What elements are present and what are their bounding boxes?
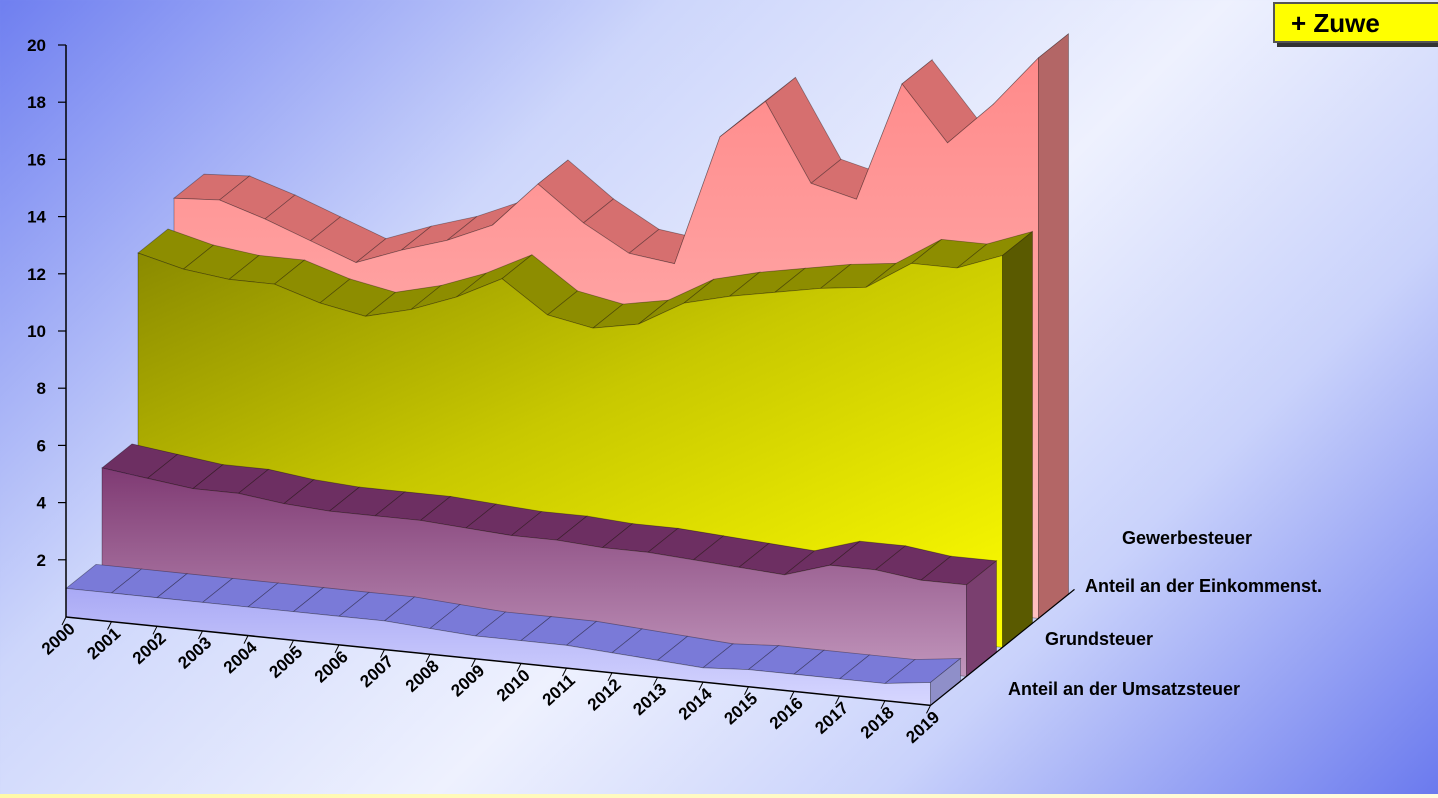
x-tick-mark xyxy=(334,644,340,654)
x-tick-label: 2007 xyxy=(356,652,397,691)
y-tick-label: 8 xyxy=(37,379,46,398)
x-tick-label: 2019 xyxy=(902,708,943,747)
x-tick-label: 2000 xyxy=(38,619,79,658)
x-tick-mark xyxy=(107,621,112,630)
x-tick-mark xyxy=(425,653,431,663)
x-tick-mark xyxy=(516,663,522,672)
x-tick-mark xyxy=(562,667,567,677)
x-tick-label: 2016 xyxy=(766,694,807,733)
series-umsatz xyxy=(64,563,962,707)
x-tick-label: 2017 xyxy=(811,698,852,737)
x-tick-mark xyxy=(152,626,158,635)
x-tick-mark xyxy=(607,672,613,682)
depth-label: Gewerbesteuer xyxy=(1122,528,1252,548)
x-tick-mark xyxy=(880,700,886,709)
x-tick-mark xyxy=(243,635,249,644)
x-tick-label: 2008 xyxy=(402,656,443,695)
x-tick-mark xyxy=(198,630,203,640)
x-tick-mark xyxy=(61,616,67,626)
x-tick-label: 2010 xyxy=(493,666,534,705)
depth-label: Grundsteuer xyxy=(1045,629,1153,649)
y-tick-label: 2 xyxy=(37,551,46,570)
x-tick-label: 2018 xyxy=(857,703,898,742)
x-tick-mark xyxy=(926,705,931,714)
y-tick-label: 6 xyxy=(37,436,46,455)
x-tick-label: 2006 xyxy=(311,647,352,686)
callout-label: + Zuwe xyxy=(1273,2,1438,43)
x-tick-mark xyxy=(744,686,749,695)
series-grund xyxy=(101,443,998,678)
y-tick-label: 14 xyxy=(27,208,46,227)
x-tick-label: 2001 xyxy=(83,624,124,663)
y-tick-label: 12 xyxy=(27,265,46,284)
depth-axis-line xyxy=(930,588,1075,706)
x-tick-mark xyxy=(471,658,476,668)
y-tick-label: 18 xyxy=(27,93,46,112)
x-tick-label: 2014 xyxy=(675,684,716,724)
x-tick-mark xyxy=(789,691,795,700)
x-tick-label: 2004 xyxy=(220,637,261,677)
x-tick-label: 2012 xyxy=(584,675,625,714)
x-tick-label: 2013 xyxy=(629,680,670,719)
x-tick-label: 2015 xyxy=(720,689,761,728)
area-end-gewerbe xyxy=(1038,32,1069,620)
x-tick-mark xyxy=(289,640,294,649)
area-face-umsatz xyxy=(65,587,931,706)
bottom-strip xyxy=(0,794,1438,798)
x-axis-line xyxy=(65,616,931,707)
y-tick-label: 16 xyxy=(27,150,46,169)
x-tick-label: 2002 xyxy=(129,628,170,667)
x-tick-label: 2009 xyxy=(447,661,488,700)
x-tick-mark xyxy=(835,695,840,705)
x-tick-label: 2005 xyxy=(265,642,306,681)
x-tick-mark xyxy=(380,649,385,658)
y-tick-label: 4 xyxy=(37,494,47,513)
area-face-grund xyxy=(101,467,967,677)
y-tick-label: 20 xyxy=(27,36,46,55)
x-tick-mark xyxy=(653,677,658,686)
depth-label: Anteil an der Einkommenst. xyxy=(1085,576,1322,596)
x-tick-mark xyxy=(698,681,704,691)
depth-label: Anteil an der Umsatzsteuer xyxy=(1008,679,1240,699)
area-end-eink xyxy=(1002,230,1033,649)
x-tick-label: 2011 xyxy=(539,671,579,710)
y-tick-label: 10 xyxy=(27,322,46,341)
x-tick-label: 2003 xyxy=(174,633,215,672)
